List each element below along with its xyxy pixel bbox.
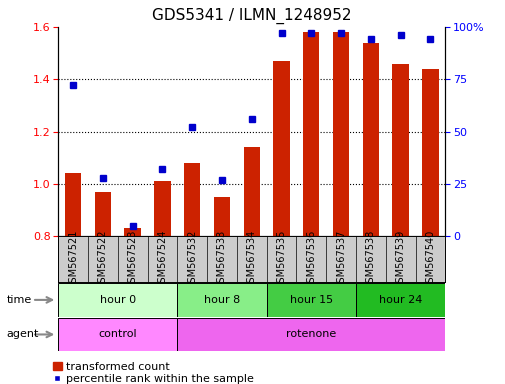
Bar [355, 283, 444, 317]
Bar [302, 32, 319, 236]
Text: GSM567538: GSM567538 [365, 230, 375, 289]
Bar [58, 283, 177, 317]
Bar [154, 181, 170, 236]
Text: GSM567535: GSM567535 [276, 230, 286, 289]
Legend: transformed count, percentile rank within the sample: transformed count, percentile rank withi… [48, 358, 258, 384]
Text: GSM567539: GSM567539 [395, 230, 405, 289]
Bar [65, 174, 81, 236]
Bar [332, 32, 348, 236]
Text: hour 0: hour 0 [99, 295, 135, 305]
Text: control: control [98, 329, 137, 339]
Bar [243, 147, 260, 236]
Text: GSM567521: GSM567521 [68, 230, 78, 289]
Text: GSM567534: GSM567534 [246, 230, 256, 289]
Text: hour 24: hour 24 [378, 295, 422, 305]
Bar [362, 43, 378, 236]
Text: GSM567524: GSM567524 [157, 230, 167, 289]
Text: agent: agent [7, 329, 39, 339]
Bar [213, 197, 230, 236]
Bar [177, 283, 266, 317]
Text: GSM567536: GSM567536 [306, 230, 316, 289]
Text: GSM567523: GSM567523 [127, 230, 137, 289]
Text: time: time [7, 295, 32, 305]
Bar [266, 283, 355, 317]
Bar [58, 318, 177, 351]
Text: GSM567533: GSM567533 [217, 230, 227, 289]
Title: GDS5341 / ILMN_1248952: GDS5341 / ILMN_1248952 [152, 8, 351, 24]
Text: rotenone: rotenone [286, 329, 336, 339]
Bar [184, 163, 200, 236]
Text: GSM567540: GSM567540 [425, 230, 434, 289]
Bar [124, 228, 140, 236]
Bar [392, 63, 408, 236]
Text: GSM567537: GSM567537 [335, 230, 345, 289]
Bar [421, 69, 438, 236]
Text: GSM567522: GSM567522 [97, 230, 108, 289]
Bar [94, 192, 111, 236]
Text: hour 15: hour 15 [289, 295, 332, 305]
Bar [273, 61, 289, 236]
Bar [177, 318, 444, 351]
Text: GSM567532: GSM567532 [187, 230, 197, 289]
Text: hour 8: hour 8 [204, 295, 239, 305]
